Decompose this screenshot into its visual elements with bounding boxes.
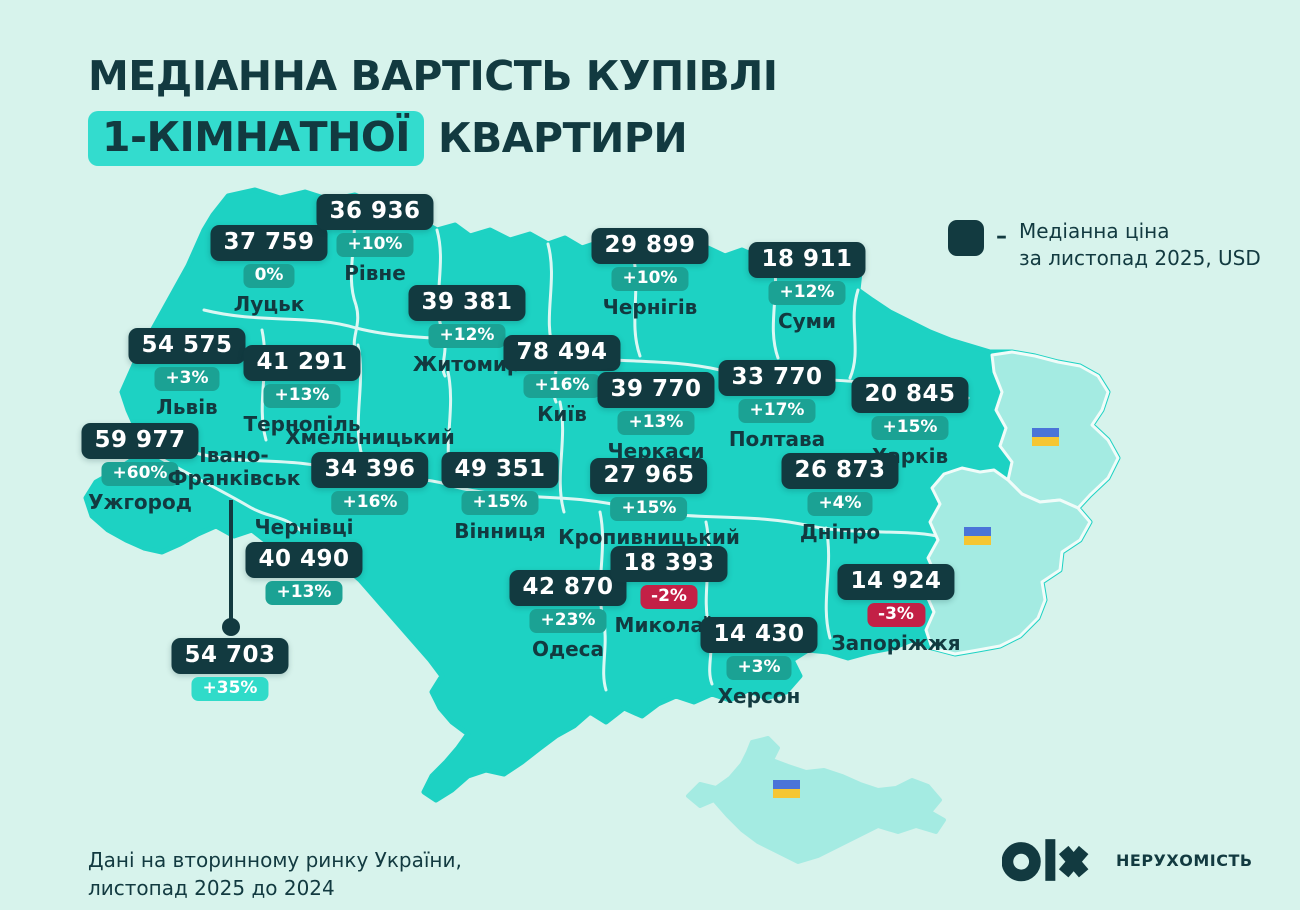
callout-name-line-2: Франківськ <box>167 466 301 490</box>
ukraine-flag-icon <box>773 780 800 798</box>
callout-name-line-1: Івано- <box>199 443 269 467</box>
footnote-line-1: Дані на вторинному ринку України, <box>88 848 462 872</box>
legend-line-1: Медіанна ціна <box>1019 219 1170 243</box>
legend-line-2: за листопад 2025, USD <box>1019 246 1261 270</box>
legend-dash: – <box>996 224 1007 249</box>
legend-color-swatch <box>948 220 984 256</box>
title-block: МЕДІАННА ВАРТІСТЬ КУПІВЛІ 1-КІМНАТНОЇ КВ… <box>88 56 778 166</box>
footnote-line-2: листопад 2025 до 2024 <box>88 876 335 900</box>
title-line-1: МЕДІАННА ВАРТІСТЬ КУПІВЛІ <box>88 52 778 100</box>
olx-logo <box>1002 839 1089 882</box>
map-region-crimea <box>686 736 946 864</box>
region-name-ivano-frankivsk: Івано- Франківськ <box>168 444 301 490</box>
title-rest: КВАРТИРИ <box>438 114 688 162</box>
legend: – Медіанна ціна за листопад 2025, USD <box>948 218 1261 272</box>
ukraine-flag-icon <box>1032 428 1059 446</box>
footnote: Дані на вторинному ринку України, листоп… <box>88 846 462 902</box>
map-region-donetsk <box>924 466 1092 656</box>
ukraine-flag-icon <box>964 527 991 545</box>
legend-text: Медіанна ціна за листопад 2025, USD <box>1019 218 1261 272</box>
callout-connector-line <box>229 500 233 622</box>
olx-wordmark: НЕРУХОМІСТЬ <box>1116 850 1253 870</box>
brand-block: НЕРУХОМІСТЬ <box>1002 834 1253 886</box>
title-line-2: 1-КІМНАТНОЇ КВАРТИРИ <box>88 111 778 166</box>
callout-connector-dot <box>222 618 240 636</box>
title-highlight: 1-КІМНАТНОЇ <box>88 111 425 166</box>
